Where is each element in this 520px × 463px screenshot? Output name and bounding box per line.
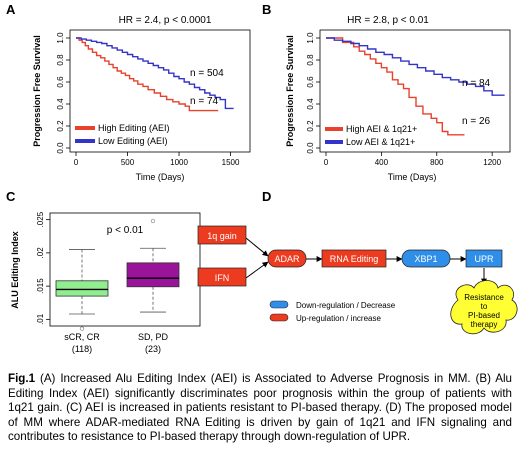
node-resistance-line-4: therapy [471,320,498,329]
panel-b-ytick-label: 1.0 [306,32,315,44]
panel-c-ytick-label: .01 [36,313,45,325]
panel-b-ytick-label: 0.0 [306,142,315,154]
panel-b-legend-high: High AEI & 1q21+ [346,124,417,134]
panel-d-diagram: 1q gain IFN ADAR RNA Editing XBP1 UPR Re… [197,225,518,335]
panel-a-chart: HR = 2.4, p < 0.0001 0.0 0.2 0.4 0.6 0.8 1.0 0… [32,15,251,182]
panel-b-frame [319,29,511,153]
panel-b-title: HR = 2.8, p < 0.01 [347,15,429,26]
arrow-ifn-adar [245,261,269,279]
legend-down-swatch [269,300,289,309]
panel-a-legend-low: Low Editing (AEI) [98,136,168,146]
panel-b-annotation-n84: n = 84 [462,78,491,89]
node-upr [465,249,503,268]
panel-c-box-1 [55,280,109,297]
figure: A B C D HR = 2.4, p < 0.0001 0.0 0.2 0.4 0.… [6,2,518,354]
panel-letter-c: C [6,189,16,204]
node-ifn-label: IFN [215,273,230,283]
panel-b-xtick-label: 0 [324,158,329,167]
panel-a-xtick-label: 1500 [222,158,240,167]
panel-a-xlabel: Time (Days) [136,172,185,182]
caption-label: Fig.1 [8,372,36,385]
panel-a-ytick-label: 0.4 [56,98,65,110]
panel-a-frame [69,29,251,153]
node-xbp1 [401,249,451,268]
panel-b-chart: HR = 2.8, p < 0.01 0.0 0.2 0.4 0.6 0.8 1.0 0 40… [285,15,511,182]
panel-letter-b: B [262,2,271,17]
node-resistance-line-3: PI-based [468,311,500,320]
node-1q-gain-label: 1q gain [207,231,237,241]
panel-c-ytick-label: .025 [36,211,45,227]
arrow-gain-adar [245,237,269,257]
panel-a-ytick-label: 0.2 [56,120,65,132]
panel-a-ytick-label: 0.8 [56,54,65,66]
panel-a-series-high [76,37,219,112]
panel-b-series-high [326,37,465,136]
panel-letter-a: A [6,2,16,17]
node-rna-editing [321,249,387,268]
node-rna-editing-label: RNA Editing [330,254,379,264]
panel-b-ytick-label: 0.2 [306,120,315,132]
node-ifn [197,267,247,287]
node-adar-label: ADAR [274,254,300,264]
panel-c-box-1-outlier [79,326,85,331]
panel-c-pvalue: p < 0.01 [107,225,144,236]
panel-c-category-2-n: (23) [145,344,161,354]
panel-a-annotation-n74: n = 74 [190,96,219,107]
legend-up-swatch [269,313,289,322]
node-1q-gain [197,225,247,245]
panel-b-ytick-label: 0.6 [306,76,315,88]
caption-text: (A) Increased Alu Editing Index (AEI) is… [8,372,512,444]
panel-c-chart: .01 .015 .02 .025 p < 0.01 ALU Editing Inde… [10,211,201,354]
panel-b-legend-low: Low AEI & 1q21+ [346,137,415,147]
node-xbp1-label: XBP1 [414,254,437,264]
panel-b-annotation-n26: n = 26 [462,116,491,127]
legend-down-label: Down-regulation / Decrease [296,301,396,310]
node-adar [267,249,307,268]
panel-b-ylabel: Progression Free Survival [285,35,295,147]
panel-a-xtick-label: 0 [74,158,79,167]
node-upr-label: UPR [474,254,494,264]
panel-a-xtick-label: 500 [121,158,135,167]
node-resistance-line-2: to [481,302,488,311]
panel-c-ylabel: ALU Editing Index [10,231,20,309]
panel-a-ylabel: Progression Free Survival [32,35,42,147]
panel-c-ytick-label: .02 [36,247,45,259]
panel-c-ytick-label: .015 [36,278,45,294]
panel-a-legend-high: High Editing (AEI) [98,123,170,133]
node-resistance-line-1: Resistance [464,293,504,302]
node-resistance-cloud [450,280,518,335]
panel-b-xlabel: Time (Days) [388,172,437,182]
panel-c-box-2-outlier [150,218,156,224]
legend-up-label: Up-regulation / increase [296,314,381,323]
panel-b-ytick-label: 0.4 [306,98,315,110]
panel-c-category-1: sCR, CR [64,332,100,342]
panel-a-title: HR = 2.4, p < 0.0001 [119,15,212,26]
panel-b-xtick-label: 800 [430,158,444,167]
panel-c-category-2: SD, PD [138,332,169,342]
panel-letter-d: D [262,189,271,204]
panel-b-xtick-label: 400 [375,158,389,167]
panel-b-xtick-label: 1200 [483,158,501,167]
panel-c-category-1-n: (118) [72,344,92,354]
panel-a-xtick-label: 1000 [170,158,188,167]
panel-a-ytick-label: 1.0 [56,32,65,44]
panel-a-ytick-label: 0.6 [56,76,65,88]
panel-a-ytick-label: 0.0 [56,142,65,154]
panel-a-series-low [76,37,234,110]
panel-a-annotation-n504: n = 504 [190,68,224,79]
figure-caption: Fig.1 (A) Increased Alu Editing Index (A… [8,372,512,445]
panel-b-series-low [326,37,505,96]
panel-c-box-2 [126,262,180,288]
panel-b-ytick-label: 0.8 [306,54,315,66]
